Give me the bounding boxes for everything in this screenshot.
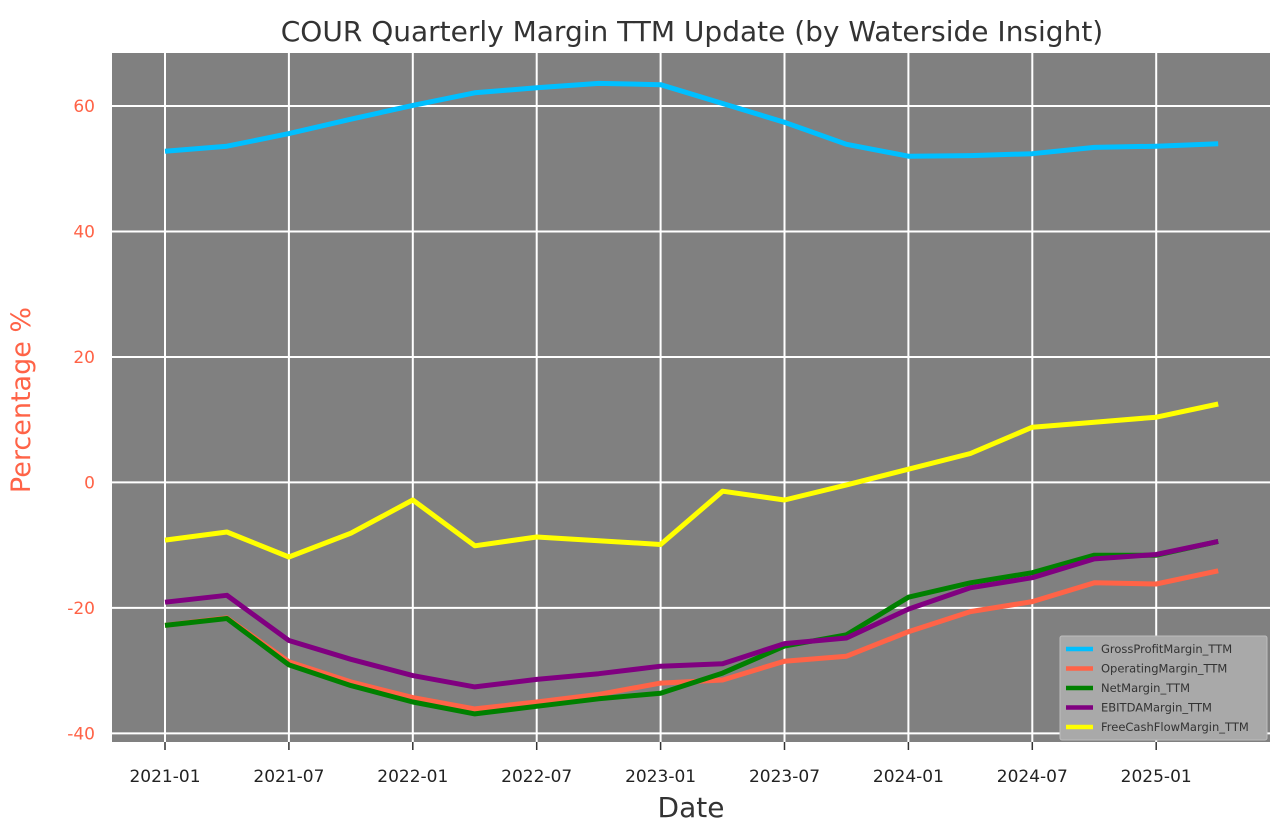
x-tick-label: 2021-07 bbox=[253, 767, 324, 787]
x-tick-label: 2022-07 bbox=[501, 767, 572, 787]
x-tick-label: 2023-01 bbox=[625, 767, 696, 787]
y-tick-label: 40 bbox=[73, 222, 95, 242]
x-tick-label: 2022-01 bbox=[377, 767, 448, 787]
x-tick-label: 2021-01 bbox=[129, 767, 200, 787]
series-lines bbox=[164, 80, 1219, 717]
legend-entry: EBITDAMargin_TTM bbox=[1101, 701, 1212, 715]
legend-entry: FreeCashFlowMargin_TTM bbox=[1101, 720, 1249, 734]
y-tick-label: 60 bbox=[73, 97, 95, 117]
y-tick-label: -20 bbox=[67, 599, 95, 619]
series-line-netmargin-ttm bbox=[164, 538, 1219, 717]
x-tick-label: 2024-07 bbox=[997, 767, 1068, 787]
x-axis-label: Date bbox=[658, 791, 725, 824]
y-tick-label: -40 bbox=[67, 724, 95, 744]
chart-title: COUR Quarterly Margin TTM Update (by Wat… bbox=[281, 15, 1103, 48]
x-tick-label: 2025-01 bbox=[1121, 767, 1192, 787]
legend-entry: OperatingMargin_TTM bbox=[1101, 662, 1227, 676]
y-tick-label: 0 bbox=[84, 473, 95, 493]
series-line-ebitdamargin-ttm bbox=[164, 538, 1219, 690]
y-tick-label: 20 bbox=[73, 348, 95, 368]
series-line-freecashflowmargin-ttm bbox=[164, 401, 1219, 560]
legend-box bbox=[1059, 635, 1268, 741]
legend: GrossProfitMargin_TTM OperatingMargin_TTM… bbox=[1059, 635, 1268, 741]
x-tick-label: 2023-07 bbox=[749, 767, 820, 787]
legend-entry: GrossProfitMargin_TTM bbox=[1101, 642, 1232, 656]
legend-entry: NetMargin_TTM bbox=[1101, 681, 1190, 695]
y-axis-ticks: -40 -20 0 20 40 60 bbox=[67, 97, 95, 744]
series-line-grossprofitmargin-ttm bbox=[164, 80, 1219, 159]
x-tick-label: 2024-01 bbox=[873, 767, 944, 787]
plot-area bbox=[112, 53, 1270, 742]
grid-lines bbox=[112, 53, 1270, 742]
y-axis-label: Percentage % bbox=[6, 307, 37, 493]
x-axis-ticks: 2021-01 2021-07 2022-01 2022-07 2023-01 2023-… bbox=[129, 742, 1192, 787]
